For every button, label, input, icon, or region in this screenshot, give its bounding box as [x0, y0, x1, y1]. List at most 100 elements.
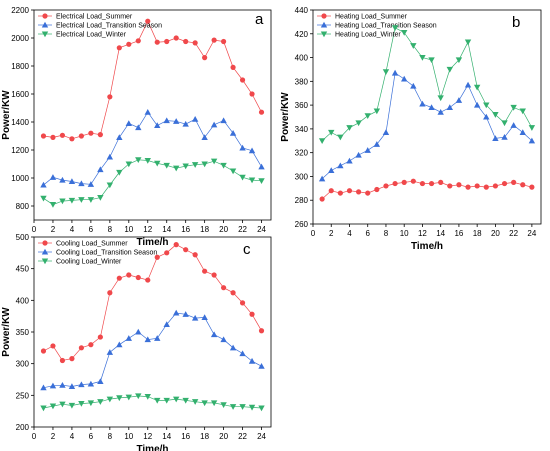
series-line: [43, 312, 262, 389]
data-point: [154, 122, 161, 129]
data-point: [135, 274, 141, 281]
data-point: [144, 394, 151, 400]
data-point: [87, 400, 95, 407]
data-point: [49, 202, 57, 208]
data-point: [182, 397, 189, 404]
data-point: [346, 188, 353, 194]
data-point: [437, 95, 444, 102]
data-point: [258, 405, 265, 412]
data-point: [87, 197, 95, 203]
data-point: [126, 272, 132, 278]
data-point: [116, 45, 122, 51]
x-tick-label: 16: [454, 229, 463, 238]
data-point: [230, 290, 236, 296]
data-point: [191, 399, 199, 405]
y-tick-label: 260: [295, 220, 309, 229]
data-point: [383, 183, 389, 189]
panel-a: 0 2 4 6 8 10 12 14 16 18 20 22 248001000120014001600…: [1, 6, 272, 248]
data-point: [483, 113, 490, 120]
x-tick-label: 10: [124, 432, 133, 441]
y-tick-label: 400: [16, 296, 30, 305]
data-point: [78, 180, 85, 187]
data-point: [164, 250, 170, 256]
data-point: [69, 356, 75, 362]
data-point: [191, 116, 199, 122]
y-tick-label: 380: [295, 77, 309, 86]
data-point: [374, 186, 380, 193]
data-point: [419, 100, 426, 107]
data-point: [373, 141, 381, 147]
data-point: [328, 188, 334, 194]
data-point: [318, 138, 326, 144]
x-tick-label: 20: [219, 432, 228, 441]
x-tick-label: 10: [400, 229, 409, 238]
data-point: [239, 144, 246, 151]
data-point: [191, 162, 199, 168]
data-point: [239, 350, 246, 357]
data-point: [337, 134, 344, 141]
data-point: [229, 130, 237, 136]
data-point: [364, 113, 371, 120]
data-point: [382, 69, 390, 76]
data-point: [144, 109, 151, 115]
data-point: [173, 242, 179, 248]
x-tick-label: 16: [181, 432, 190, 441]
data-point: [365, 190, 371, 196]
data-point: [239, 404, 246, 410]
data-point: [229, 168, 237, 175]
data-point: [446, 104, 453, 111]
data-point: [68, 197, 76, 204]
data-point: [40, 384, 47, 391]
y-tick-label: 450: [16, 265, 30, 274]
data-point: [528, 125, 536, 131]
y-tick-label: 1600: [11, 90, 29, 99]
data-point: [116, 134, 123, 140]
data-point: [210, 400, 218, 407]
x-tick-label: 20: [219, 225, 228, 234]
y-tick-label: 300: [16, 360, 30, 369]
data-point: [346, 157, 353, 164]
x-axis-label: Time/h: [411, 241, 443, 252]
y-tick-label: 200: [16, 423, 30, 432]
data-point: [211, 272, 217, 278]
data-point: [220, 402, 227, 409]
series-line: [43, 20, 262, 140]
data-point: [220, 117, 227, 124]
data-point: [501, 120, 508, 127]
data-point: [483, 184, 489, 190]
data-point: [230, 64, 236, 70]
data-point: [239, 300, 246, 306]
x-tick-label: 2: [51, 225, 56, 234]
data-point: [465, 184, 471, 190]
data-point: [97, 378, 104, 384]
x-tick-label: 4: [347, 229, 352, 238]
data-point: [163, 117, 170, 124]
data-point: [107, 94, 113, 100]
data-point: [355, 120, 362, 127]
x-tick-label: 18: [473, 229, 482, 238]
data-point: [382, 129, 390, 136]
data-point: [249, 91, 255, 97]
data-point: [173, 118, 180, 124]
data-point: [173, 396, 180, 403]
data-point: [410, 82, 417, 89]
data-point: [87, 380, 95, 387]
data-point: [145, 18, 151, 24]
panel-letter: a: [255, 11, 264, 28]
x-tick-label: 2: [51, 432, 56, 441]
data-point: [154, 39, 160, 45]
x-tick-label: 14: [162, 432, 171, 441]
data-point: [510, 122, 517, 128]
data-point: [40, 405, 47, 412]
data-point: [68, 383, 76, 390]
data-point: [328, 167, 335, 174]
data-point: [59, 401, 66, 408]
data-point: [106, 349, 114, 355]
data-point: [154, 160, 161, 167]
x-tick-label: 22: [238, 432, 247, 441]
data-point: [373, 108, 381, 115]
data-point: [97, 195, 104, 201]
data-point: [144, 336, 151, 343]
data-point: [116, 169, 123, 176]
x-tick-label: 0: [32, 225, 37, 234]
